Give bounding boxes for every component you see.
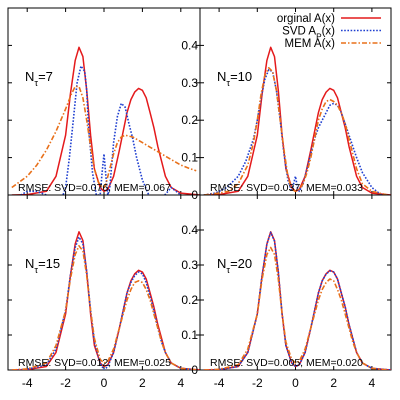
y-tick-label: 0.4 [181,223,198,237]
x-tick-label: -4 [214,376,225,390]
panel-frame [7,194,201,371]
x-tick-label: 4 [177,376,184,390]
y-tick-label: 0.4 [181,38,198,52]
y-tick-label: 0.2 [181,113,198,127]
series-line-original [11,231,200,370]
legend-label: orginal A(x) [277,13,335,25]
panel-frame [199,194,392,371]
y-tick-label: 0.3 [181,76,198,90]
y-tick-label: 0.1 [181,328,198,342]
series-line-mem [203,246,388,370]
series-line-original [203,231,391,370]
x-tick-label: 0 [292,376,299,390]
x-tick-label: 2 [139,376,146,390]
x-tick-label: 0 [101,376,108,390]
legend-label: SVD AP(x) [282,26,335,42]
x-tick-label: 4 [369,376,376,390]
panel-label: Nτ=20 [217,256,252,275]
series-line-original [11,46,200,195]
series-line-svd [203,231,391,370]
x-tick-label: -2 [252,376,263,390]
y-tick-label: 0.2 [181,293,198,307]
series-line-mem [11,245,197,370]
rmse-annotation: RMSE: SVD=0.037, MEM=0.033 [210,182,363,194]
panel-label: Nτ=7 [25,69,53,88]
x-tick-label: 2 [330,376,337,390]
rmse-annotation: RMSE: SVD=0.005, MEM=0.020 [210,357,363,369]
legend-label: MEM A(x) [285,38,336,50]
x-tick-label: -2 [60,376,71,390]
y-tick-label: 0 [191,363,198,377]
series-line-mem [11,85,197,189]
x-tick-label: -4 [22,376,33,390]
panel-frame [7,7,201,196]
panel-label: Nτ=15 [25,256,60,275]
panel-label: Nτ=10 [217,69,252,88]
rmse-annotation: RMSE: SVD=0.076, MEM=0.067 [18,182,171,194]
series-line-svd [203,68,388,195]
y-tick-label: 0.3 [181,258,198,272]
series-line-mem [203,67,388,195]
rmse-annotation: RMSE: SVD=0.012, MEM=0.025 [18,357,171,369]
y-tick-label: 0.1 [181,151,198,165]
